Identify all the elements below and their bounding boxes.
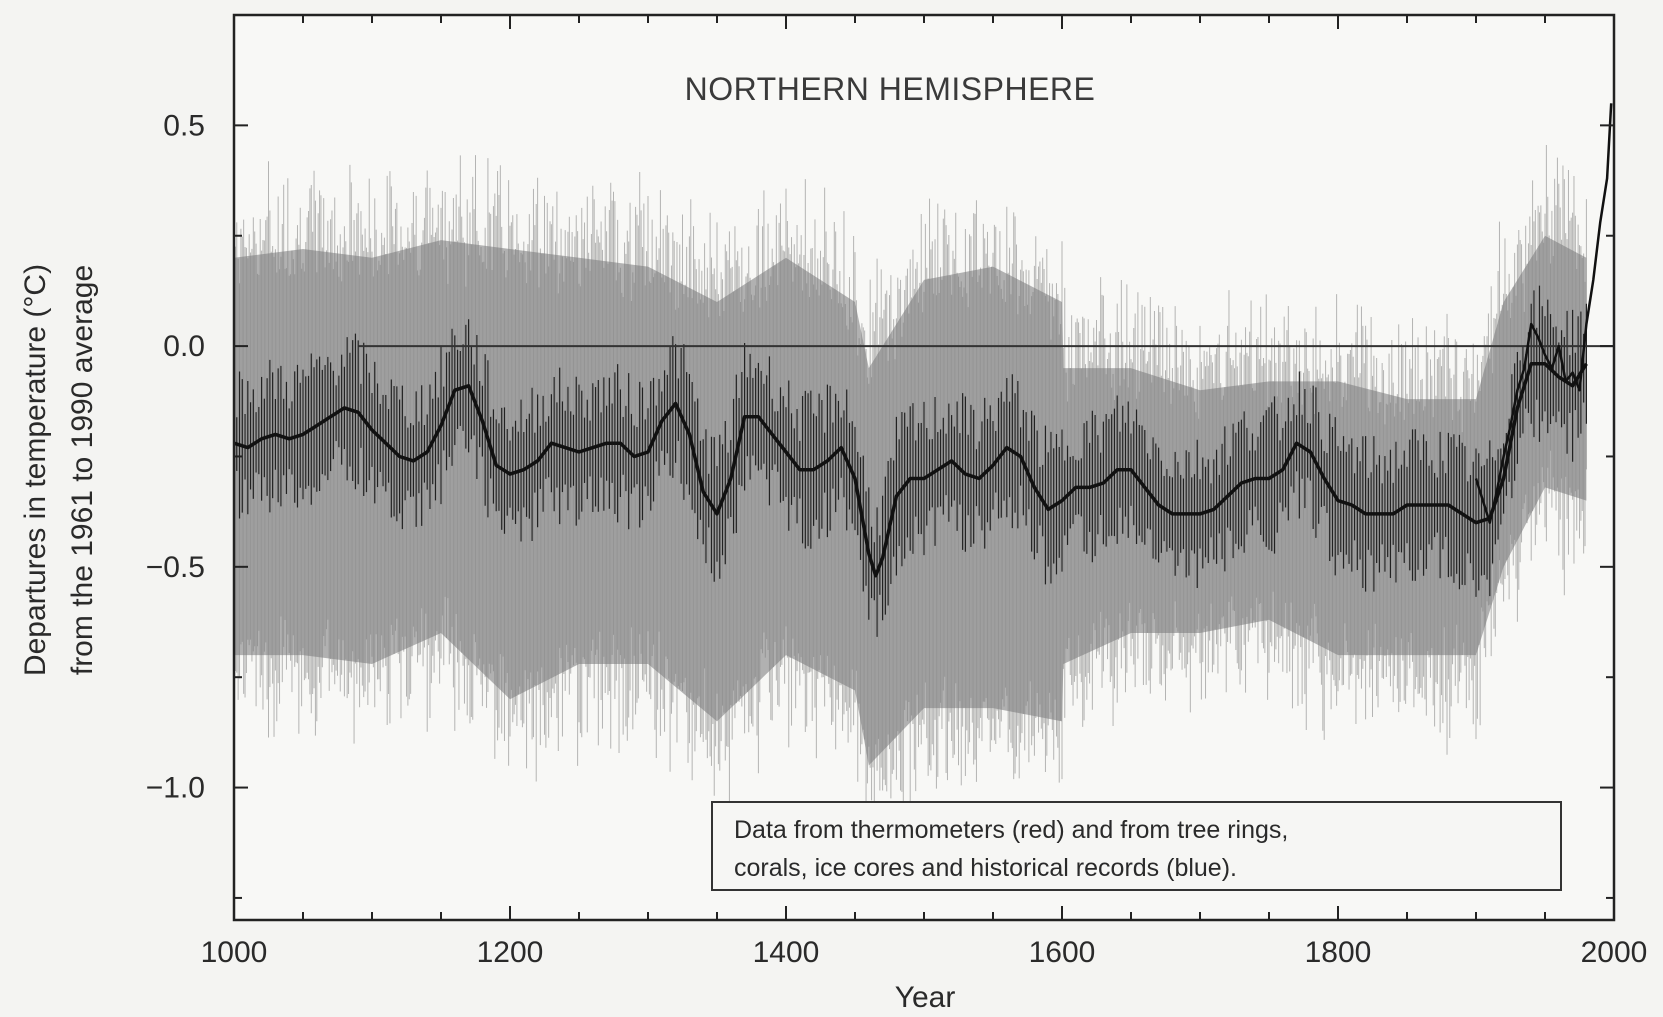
annotation-frame (711, 801, 1562, 891)
x-axis-title: Year (895, 981, 956, 1014)
x-tick-label: 1800 (1305, 936, 1372, 969)
y-tick-label: −1.0 (146, 772, 205, 805)
annotation-line-2: corals, ice cores and historical records… (734, 854, 1237, 882)
y-tick-label: 0.5 (163, 109, 205, 142)
axis-ticks (233, 14, 1615, 920)
x-tick-label: 1400 (753, 936, 820, 969)
annotation-line-1: Data from thermometers (red) and from tr… (734, 816, 1288, 844)
x-tick-label: 1200 (477, 936, 544, 969)
annotation-box: Data from thermometers (red) and from tr… (711, 801, 1562, 891)
smoothed-reconstruction-line (233, 362, 1588, 578)
thermometer-record-line (1474, 103, 1613, 524)
x-tick-label: 1600 (1029, 936, 1096, 969)
y-tick-label: −0.5 (146, 551, 205, 584)
x-tick-label: 1000 (201, 936, 268, 969)
series-lines (233, 103, 1613, 578)
axis-tick-labels: 1000 1200 1400 1600 1800 2000 0.5 0.0 −0.5 −1.0 (146, 109, 1648, 969)
y-tick-label: 0.0 (163, 330, 205, 363)
x-tick-label: 2000 (1581, 936, 1648, 969)
y-axis-title: Departures in temperature (°C) (19, 264, 52, 676)
chart-title: NORTHERN HEMISPHERE (685, 71, 1096, 107)
y-axis-title-line2: from the 1961 to 1990 average (66, 265, 99, 675)
